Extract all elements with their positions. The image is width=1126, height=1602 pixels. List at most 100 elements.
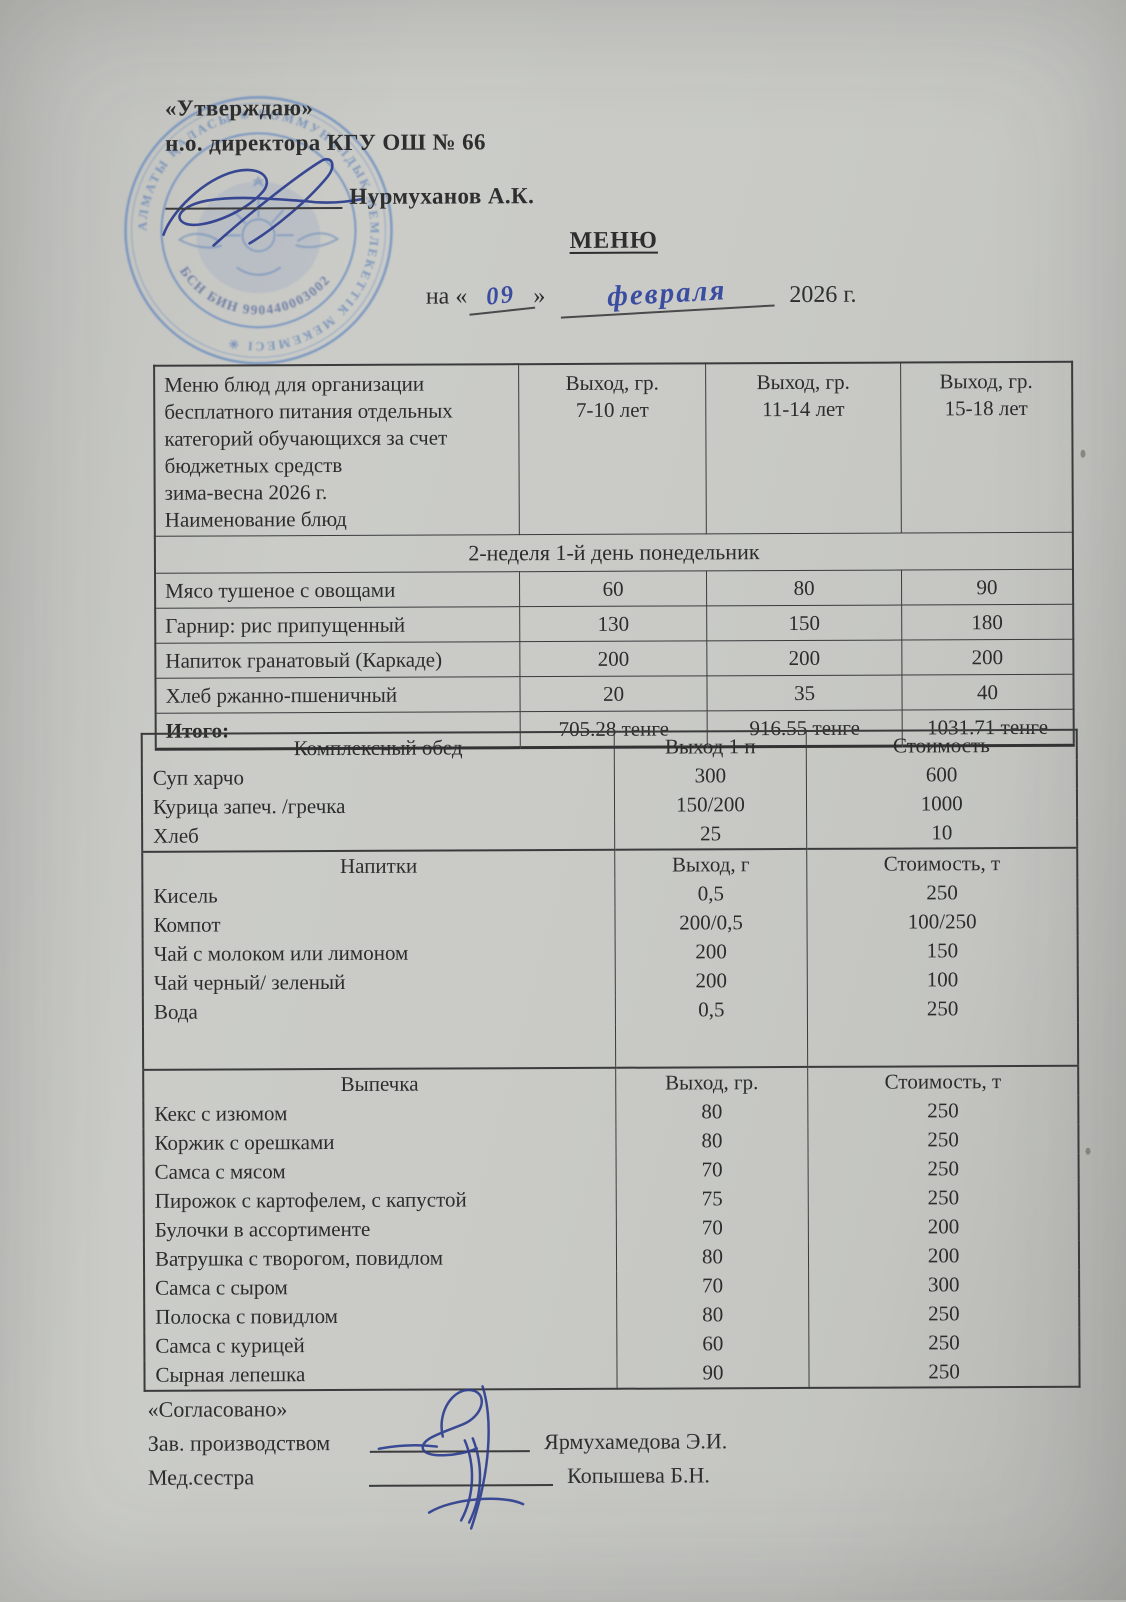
- dish-out-15-18: 180: [901, 604, 1073, 640]
- item-price: 250: [808, 1125, 1078, 1155]
- item-out: 70: [616, 1271, 809, 1301]
- item-out: 80: [616, 1300, 809, 1330]
- item-price: 300: [809, 1270, 1079, 1300]
- item-price: 250: [808, 1096, 1078, 1126]
- item-name: Чай черный/ зеленый: [143, 967, 615, 998]
- item-out: 200/0,5: [615, 908, 808, 938]
- section-price-header: Стоимость, т: [807, 848, 1077, 879]
- date-line: на « 09 » февраля 2026 г.: [426, 277, 857, 314]
- item-out: 0,5: [615, 995, 808, 1025]
- section-out-header: Выход, гр.: [615, 1067, 808, 1098]
- item-price: 100/250: [807, 907, 1077, 937]
- section-header-row: Выпечка Выход, гр. Стоимость, т: [143, 1066, 1078, 1100]
- date-day-handwritten: 09: [466, 279, 535, 316]
- section-title: Напитки: [142, 850, 614, 882]
- item-price: 250: [808, 1154, 1078, 1184]
- scan-speck: [1086, 1148, 1091, 1155]
- dish-out-7-10: 130: [520, 606, 707, 642]
- table-row: Хлеб ржанно-пшеничный 20 35 40: [155, 674, 1073, 713]
- date-prefix: на «: [426, 283, 468, 310]
- section-title: Комплексный обед: [142, 732, 614, 764]
- item-price: 1000: [807, 789, 1077, 819]
- dish-out-11-14: 80: [707, 570, 902, 606]
- item-price: 250: [808, 994, 1078, 1024]
- item-name: Чай с молоком или лимоном: [143, 938, 615, 969]
- menu-title: МЕНЮ: [570, 228, 658, 255]
- item-out: 300: [614, 761, 807, 791]
- dish-name: Мясо тушеное с овощами: [155, 572, 520, 609]
- dish-out-7-10: 60: [519, 571, 706, 607]
- footer-signatures: [371, 1378, 592, 1539]
- dish-name: Хлеб ржанно-пшеничный: [155, 677, 520, 714]
- col-header-11-14: Выход, гр. 11-14 лет: [706, 363, 901, 534]
- day-header-row: 2-неделя 1-й день понедельник: [155, 532, 1073, 573]
- item-price: 250: [808, 1183, 1078, 1213]
- item-name: Коржик с орешками: [143, 1127, 615, 1158]
- item-out: 70: [616, 1213, 809, 1243]
- spacer-row: [143, 1023, 1078, 1070]
- dish-out-11-14: 35: [707, 675, 902, 711]
- item-name: Курица запеч. /гречка: [142, 791, 614, 822]
- date-year: 2026 г.: [789, 282, 856, 309]
- dish-out-15-18: 200: [902, 639, 1074, 675]
- item-out: 60: [616, 1329, 809, 1359]
- item-price: 100: [808, 965, 1078, 995]
- date-month-handwritten: февраля: [558, 272, 774, 319]
- section-header-row: Комплексный обед Выход 1 п Стоимость: [142, 730, 1077, 764]
- item-name: Пирожок с картофелем, с капустой: [144, 1185, 616, 1216]
- section-out-header: Выход, г: [614, 849, 807, 880]
- item-price: 200: [809, 1212, 1079, 1242]
- item-out: 80: [616, 1242, 809, 1272]
- item-name: Самса с сыром: [144, 1272, 616, 1303]
- item-name: Суп харчо: [142, 762, 614, 793]
- item-price: 150: [807, 936, 1077, 966]
- item-name: Компот: [142, 909, 614, 940]
- section-out-header: Выход 1 п: [614, 731, 807, 762]
- paid-menu-table: Комплексный обед Выход 1 п Стоимость Суп…: [141, 729, 1081, 1392]
- menu-description-cell: Меню блюд для организации бесплатного пи…: [154, 364, 519, 536]
- item-price: 10: [807, 818, 1077, 849]
- dish-name: Гарнир: рис припущенный: [155, 607, 520, 644]
- item-name: Кисель: [142, 880, 614, 911]
- section-header-row: Напитки Выход, г Стоимость, т: [142, 848, 1077, 882]
- section-price-header: Стоимость, т: [808, 1066, 1078, 1097]
- dish-out-15-18: 90: [901, 569, 1073, 605]
- dish-out-11-14: 150: [707, 605, 902, 641]
- item-name: Булочки в ассортименте: [144, 1214, 616, 1245]
- item-price: 200: [809, 1241, 1079, 1271]
- item-price: 250: [809, 1328, 1079, 1358]
- item-name: Самса с мясом: [144, 1156, 616, 1187]
- role-label: Зав. производством: [148, 1430, 330, 1457]
- item-name: Хлеб: [142, 820, 614, 852]
- item-name: Полоска с повидлом: [144, 1301, 616, 1332]
- item-out: 75: [616, 1184, 809, 1214]
- approve-label: «Утверждаю»: [165, 95, 314, 122]
- scan-speck: [1080, 450, 1085, 458]
- item-name: Ватрушка с творогом, повидлом: [144, 1243, 616, 1274]
- item-price: 250: [809, 1299, 1079, 1329]
- table-row: Мясо тушеное с овощами 60 80 90: [155, 569, 1073, 608]
- table-row: Гарнир: рис припущенный 130 150 180: [155, 604, 1073, 643]
- item-out: 80: [616, 1126, 809, 1156]
- item-price: 250: [809, 1357, 1079, 1388]
- item-out: 150/200: [614, 790, 807, 820]
- dish-name: Напиток гранатовый (Каркаде): [155, 642, 520, 679]
- item-out: 200: [615, 966, 808, 996]
